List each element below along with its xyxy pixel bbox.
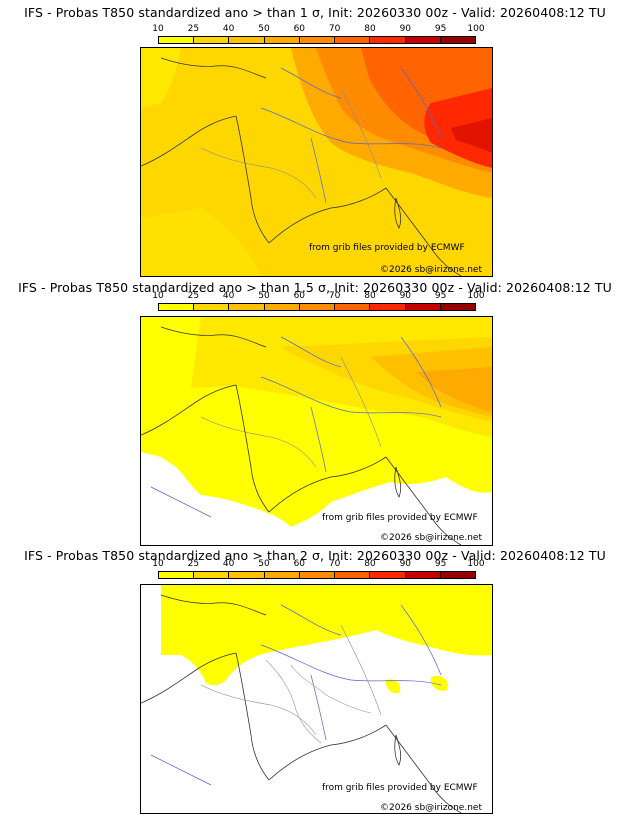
scale-swatch — [370, 37, 406, 43]
panel-1-title: IFS - Probas T850 standardized ano > tha… — [24, 5, 606, 20]
scale-swatch — [159, 37, 195, 43]
scale-swatch — [405, 572, 441, 578]
panel-2-scale-ticks: 10 25 40 50 60 70 80 90 95 100 — [152, 291, 484, 302]
tick-label: 100 — [467, 24, 485, 34]
tick-label: 70 — [328, 24, 341, 34]
scale-swatch — [299, 37, 336, 43]
tick-label: 95 — [434, 291, 447, 301]
panel-1-scale-ticks: 10 25 40 50 60 70 80 90 95 100 — [152, 24, 484, 35]
scale-swatch — [299, 572, 336, 578]
tick-label: 50 — [258, 291, 270, 301]
tick-label: 80 — [364, 24, 376, 34]
panel-3-title: IFS - Probas T850 standardized ano > tha… — [24, 548, 606, 563]
scale-swatch — [229, 572, 265, 578]
scale-swatch — [194, 37, 230, 43]
tick-label: 60 — [293, 291, 306, 301]
tick-label: 40 — [222, 24, 235, 34]
scale-swatch — [159, 304, 195, 310]
scale-swatch — [440, 304, 475, 310]
tick-label: 70 — [328, 291, 341, 301]
panel-2-title: IFS - Probas T850 standardized ano > tha… — [18, 280, 612, 295]
scale-swatch — [264, 572, 300, 578]
tick-label: 95 — [434, 559, 447, 569]
panel-3-scale-bar — [158, 571, 476, 579]
panel-2-scale-bar — [158, 303, 476, 311]
tick-label: 10 — [152, 559, 164, 569]
tick-label: 90 — [399, 559, 412, 569]
tick-label: 10 — [152, 24, 164, 34]
tick-label: 90 — [399, 24, 412, 34]
scale-swatch — [405, 304, 441, 310]
tick-label: 60 — [293, 559, 306, 569]
tick-label: 25 — [187, 24, 200, 34]
panel-1-probability-field — [141, 48, 492, 276]
tick-label: 70 — [328, 559, 341, 569]
panel-1-color-scale: 10 25 40 50 60 70 80 90 95 100 — [152, 24, 485, 44]
panel-2-copyright: ©2026 sb@irizone.net — [380, 533, 482, 543]
tick-label: 40 — [222, 559, 235, 569]
scale-swatch — [194, 304, 230, 310]
scale-swatch — [194, 572, 230, 578]
scale-swatch — [264, 37, 300, 43]
tick-label: 100 — [467, 559, 485, 569]
scale-swatch — [335, 37, 371, 43]
tick-label: 100 — [467, 291, 485, 301]
scale-swatch — [370, 572, 406, 578]
panel-1-copyright: ©2026 sb@irizone.net — [380, 265, 482, 275]
tick-label: 60 — [293, 24, 306, 34]
panel-3-source-credit: from grib files provided by ECMWF — [322, 783, 478, 793]
tick-label: 50 — [258, 24, 270, 34]
tick-label: 10 — [152, 291, 164, 301]
panel-1-map — [140, 47, 493, 277]
tick-label: 95 — [434, 24, 447, 34]
scale-swatch — [159, 572, 195, 578]
tick-label: 90 — [399, 291, 412, 301]
tick-label: 25 — [187, 291, 200, 301]
panel-2-color-scale: 10 25 40 50 60 70 80 90 95 100 — [152, 291, 485, 311]
panel-2-source-credit: from grib files provided by ECMWF — [322, 513, 478, 523]
scale-swatch — [370, 304, 406, 310]
panel-3-copyright: ©2026 sb@irizone.net — [380, 803, 482, 813]
panel-3-scale-ticks: 10 25 40 50 60 70 80 90 95 100 — [152, 559, 484, 570]
panel-1-source-credit: from grib files provided by ECMWF — [309, 243, 465, 253]
panel-2-probability-field — [141, 317, 492, 545]
panel-3-map — [140, 584, 493, 814]
scale-swatch — [405, 37, 441, 43]
scale-swatch — [229, 37, 265, 43]
panel-3-color-scale: 10 25 40 50 60 70 80 90 95 100 — [152, 559, 485, 579]
panel-2-map — [140, 316, 493, 546]
tick-label: 40 — [222, 291, 235, 301]
scale-swatch — [440, 37, 475, 43]
panel-1-scale-bar — [158, 36, 476, 44]
scale-swatch — [335, 304, 371, 310]
tick-label: 50 — [258, 559, 270, 569]
tick-label: 80 — [364, 559, 376, 569]
scale-swatch — [335, 572, 371, 578]
tick-label: 80 — [364, 291, 376, 301]
panel-3-probability-field — [141, 585, 492, 813]
scale-swatch — [229, 304, 265, 310]
scale-swatch — [264, 304, 300, 310]
tick-label: 25 — [187, 559, 200, 569]
scale-swatch — [440, 572, 475, 578]
scale-swatch — [299, 304, 336, 310]
